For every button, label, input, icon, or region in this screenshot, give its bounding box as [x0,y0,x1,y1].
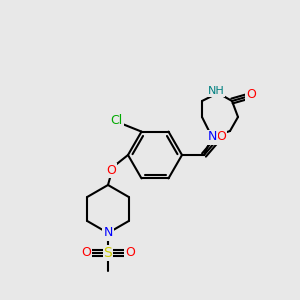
Text: N: N [207,130,217,143]
Text: O: O [246,88,256,101]
Text: S: S [103,246,112,260]
Text: O: O [81,247,91,260]
Text: O: O [106,164,116,176]
Text: Cl: Cl [110,114,123,127]
Text: O: O [125,247,135,260]
Text: N: N [103,226,113,239]
Text: N: N [207,130,217,143]
Text: NH: NH [208,86,224,96]
Text: O: O [216,130,226,142]
